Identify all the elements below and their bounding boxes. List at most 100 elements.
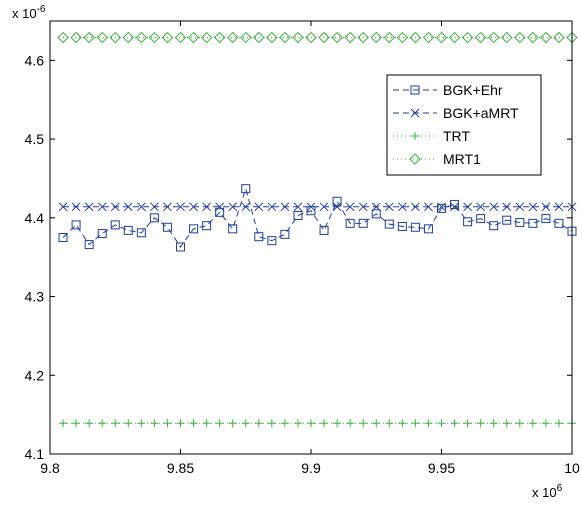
data-point-bgk-amrt bbox=[254, 202, 264, 212]
data-point-trt bbox=[228, 419, 237, 428]
data-point-mrt1 bbox=[409, 31, 422, 44]
data-point-mrt1 bbox=[422, 31, 435, 44]
legend-marker bbox=[409, 153, 421, 165]
data-point-bgk-ehr bbox=[71, 220, 81, 230]
x-tick-label: 9.95 bbox=[428, 460, 455, 476]
data-point-trt bbox=[398, 419, 407, 428]
data-point-mrt1 bbox=[540, 31, 552, 44]
data-point-bgk-amrt bbox=[189, 202, 198, 212]
data-point-bgk-amrt bbox=[450, 202, 459, 212]
legend-label: MRT1 bbox=[443, 151, 481, 167]
data-point-bgk-amrt bbox=[110, 202, 120, 212]
data-point-bgk-amrt bbox=[58, 202, 68, 212]
data-point-bgk-amrt bbox=[463, 202, 472, 212]
data-point-bgk-ehr bbox=[267, 236, 277, 246]
data-point-bgk-ehr bbox=[554, 218, 564, 228]
data-point-bgk-amrt bbox=[293, 202, 303, 212]
data-point-bgk-amrt bbox=[411, 202, 420, 212]
data-point-bgk-amrt bbox=[176, 202, 185, 212]
data-point-trt bbox=[241, 419, 250, 428]
data-point-trt bbox=[98, 419, 107, 428]
y-tick-label: 4.4 bbox=[25, 210, 45, 226]
data-point-mrt1 bbox=[57, 31, 69, 44]
data-point-bgk-ehr bbox=[332, 196, 342, 206]
data-point-bgk-amrt bbox=[202, 202, 211, 212]
data-point-bgk-ehr bbox=[397, 221, 407, 231]
data-point-trt bbox=[502, 419, 511, 428]
data-point-trt bbox=[280, 419, 289, 428]
data-point-mrt1 bbox=[148, 31, 161, 44]
data-point-bgk-amrt bbox=[306, 202, 316, 212]
x-exponent-label: x 106 bbox=[532, 483, 563, 500]
legend-label: BGK+Ehr bbox=[443, 82, 503, 98]
data-point-mrt1 bbox=[135, 31, 148, 44]
data-point-bgk-amrt bbox=[71, 202, 81, 212]
data-point-trt bbox=[189, 419, 198, 428]
series-layer bbox=[57, 31, 578, 428]
data-point-mrt1 bbox=[161, 31, 174, 44]
data-point-bgk-amrt bbox=[332, 202, 342, 212]
data-point-mrt1 bbox=[435, 31, 448, 44]
data-point-trt bbox=[411, 419, 420, 428]
data-point-bgk-amrt bbox=[502, 202, 512, 212]
legend: BGK+Ehr BGK+aMRT TRT MRT1 bbox=[386, 74, 542, 176]
legend-item-bgk-amrt: BGK+aMRT bbox=[393, 105, 519, 121]
data-point-trt bbox=[385, 419, 394, 428]
data-point-bgk-ehr bbox=[345, 218, 355, 228]
legend-item-trt: TRT bbox=[393, 128, 470, 144]
data-point-trt bbox=[267, 419, 276, 428]
data-point-mrt1 bbox=[226, 31, 239, 44]
data-point-trt bbox=[541, 419, 550, 428]
data-point-mrt1 bbox=[474, 31, 487, 44]
data-point-bgk-ehr bbox=[463, 217, 473, 227]
data-point-bgk-amrt bbox=[241, 202, 251, 212]
legend-marker bbox=[411, 132, 419, 140]
data-point-bgk-ehr bbox=[489, 221, 499, 231]
data-point-bgk-ehr bbox=[254, 232, 264, 242]
data-point-mrt1 bbox=[253, 31, 265, 44]
data-point-trt bbox=[424, 419, 433, 428]
data-point-bgk-amrt bbox=[554, 202, 564, 212]
x-tick-label: 10 bbox=[564, 460, 580, 476]
data-point-bgk-amrt bbox=[228, 202, 238, 212]
data-point-bgk-ehr bbox=[423, 224, 433, 234]
data-point-mrt1 bbox=[200, 31, 213, 44]
data-point-bgk-ehr bbox=[541, 214, 551, 224]
data-point-bgk-amrt bbox=[384, 202, 394, 212]
data-point-mrt1 bbox=[279, 31, 291, 44]
data-point-bgk-ehr bbox=[476, 214, 486, 224]
data-point-bgk-ehr bbox=[450, 199, 460, 209]
data-point-bgk-ehr bbox=[358, 218, 368, 228]
legend-label: BGK+aMRT bbox=[443, 105, 519, 121]
data-point-trt bbox=[124, 419, 133, 428]
series-line-bgk-ehr bbox=[62, 186, 573, 248]
data-point-mrt1 bbox=[501, 31, 513, 44]
data-point-trt bbox=[476, 419, 485, 428]
data-point-mrt1 bbox=[331, 31, 343, 44]
data-point-bgk-amrt bbox=[397, 202, 407, 212]
data-point-trt bbox=[437, 419, 446, 428]
data-point-trt bbox=[85, 419, 94, 428]
data-point-mrt1 bbox=[527, 31, 539, 44]
data-point-mrt1 bbox=[187, 31, 200, 44]
data-point-bgk-ehr bbox=[280, 229, 290, 239]
data-point-trt bbox=[307, 419, 315, 428]
legend-box bbox=[386, 74, 542, 176]
data-point-bgk-amrt bbox=[136, 202, 146, 212]
data-point-bgk-ehr bbox=[162, 222, 172, 232]
data-point-bgk-ehr bbox=[371, 209, 381, 219]
data-point-bgk-ehr bbox=[149, 213, 159, 223]
y-tick-label: 4.1 bbox=[25, 446, 45, 462]
data-point-mrt1 bbox=[370, 31, 382, 44]
data-point-bgk-amrt bbox=[267, 202, 277, 212]
data-point-bgk-amrt bbox=[424, 202, 433, 212]
data-point-mrt1 bbox=[487, 31, 500, 44]
data-point-trt bbox=[528, 419, 537, 428]
data-point-trt bbox=[163, 419, 172, 428]
data-point-trt bbox=[515, 419, 524, 428]
data-point-mrt1 bbox=[553, 31, 565, 44]
data-point-trt bbox=[176, 419, 185, 428]
data-point-bgk-amrt bbox=[515, 202, 525, 212]
data-point-mrt1 bbox=[514, 31, 526, 44]
data-point-bgk-amrt bbox=[476, 202, 486, 212]
